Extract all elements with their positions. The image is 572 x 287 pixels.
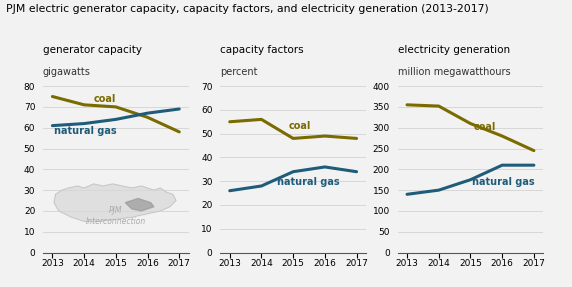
Text: natural gas: natural gas	[277, 177, 340, 187]
Text: PJM electric generator capacity, capacity factors, and electricity generation (2: PJM electric generator capacity, capacit…	[6, 4, 488, 14]
Text: gigawatts: gigawatts	[43, 67, 91, 77]
Text: capacity factors: capacity factors	[220, 44, 304, 55]
Text: coal: coal	[94, 94, 116, 104]
Text: percent: percent	[220, 67, 258, 77]
Text: natural gas: natural gas	[54, 126, 117, 136]
Text: million megawatthours: million megawatthours	[398, 67, 510, 77]
Text: generator capacity: generator capacity	[43, 44, 142, 55]
Text: PJM
Interconnection: PJM Interconnection	[86, 206, 146, 226]
Polygon shape	[125, 199, 154, 211]
Text: electricity generation: electricity generation	[398, 44, 510, 55]
Text: natural gas: natural gas	[472, 177, 535, 187]
Text: coal: coal	[474, 122, 496, 132]
Text: coal: coal	[288, 121, 311, 131]
Polygon shape	[54, 184, 176, 221]
